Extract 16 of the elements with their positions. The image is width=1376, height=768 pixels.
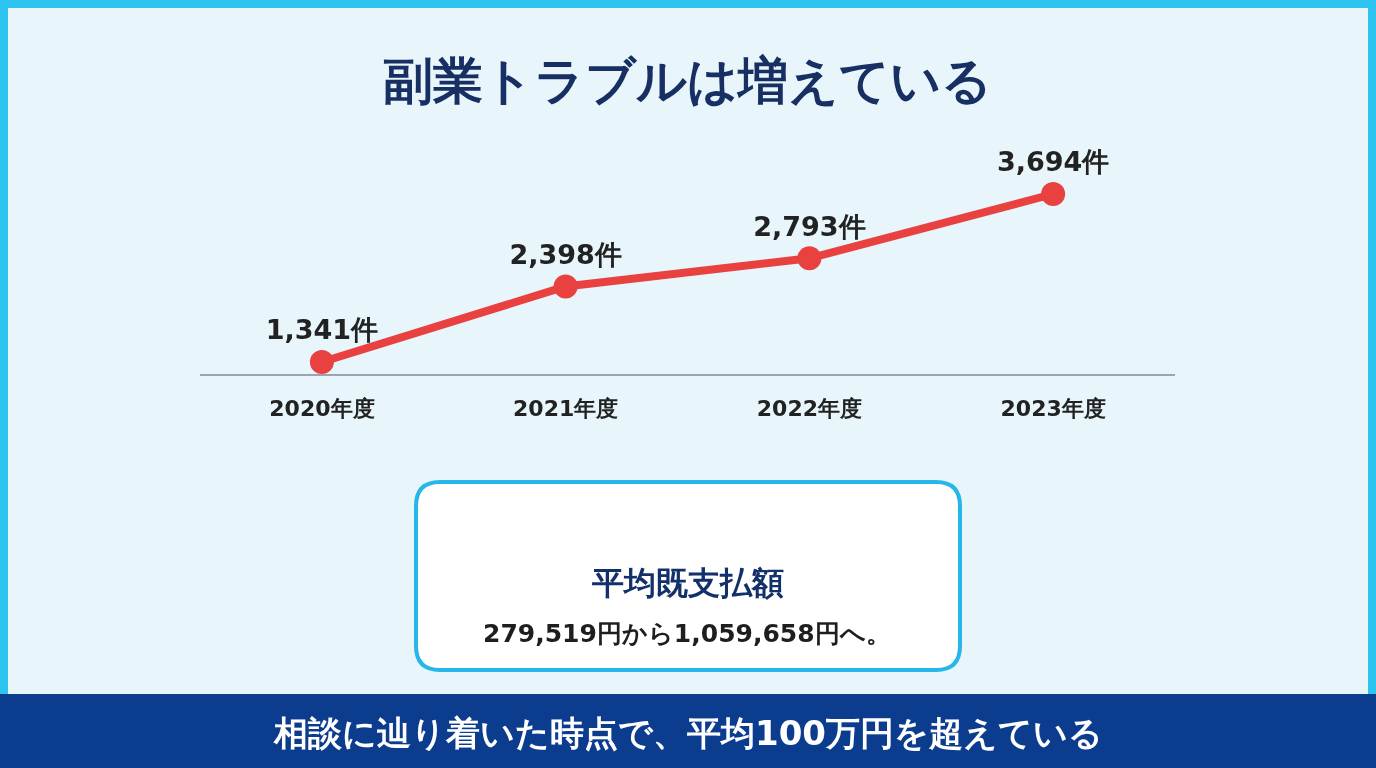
data-label: 2,793件 (753, 210, 866, 242)
chart-title: 副業トラブルは増えている (383, 51, 992, 110)
data-label: 2,398件 (509, 238, 622, 270)
x-tick-label: 2020年度 (269, 396, 375, 422)
text: 279,519円から1,059,658円へ。 (483, 619, 891, 648)
x-tick-label: 2023年度 (1000, 396, 1106, 422)
point (1041, 182, 1066, 206)
data-label: 3,694件 (996, 146, 1110, 178)
x-tick-label: 2021年度 (513, 396, 619, 422)
x-tick-label: 2022年度 (756, 396, 862, 422)
point (309, 350, 334, 374)
data-label: 1,341件 (265, 314, 379, 346)
text: 相談に辿り着いた時点で、平均100万円を超えている (273, 713, 1103, 753)
point (797, 246, 822, 271)
point (553, 274, 578, 299)
text: 平均既支払額 (591, 564, 784, 602)
